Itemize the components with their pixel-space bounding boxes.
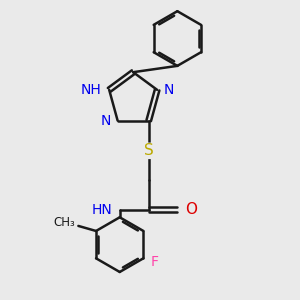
Text: CH₃: CH₃ <box>53 216 75 229</box>
Text: N: N <box>164 83 174 97</box>
Text: S: S <box>144 143 154 158</box>
Text: HN: HN <box>92 203 112 217</box>
Text: F: F <box>151 255 159 269</box>
Text: N: N <box>100 114 111 128</box>
Text: NH: NH <box>81 83 102 97</box>
Text: O: O <box>185 202 197 217</box>
